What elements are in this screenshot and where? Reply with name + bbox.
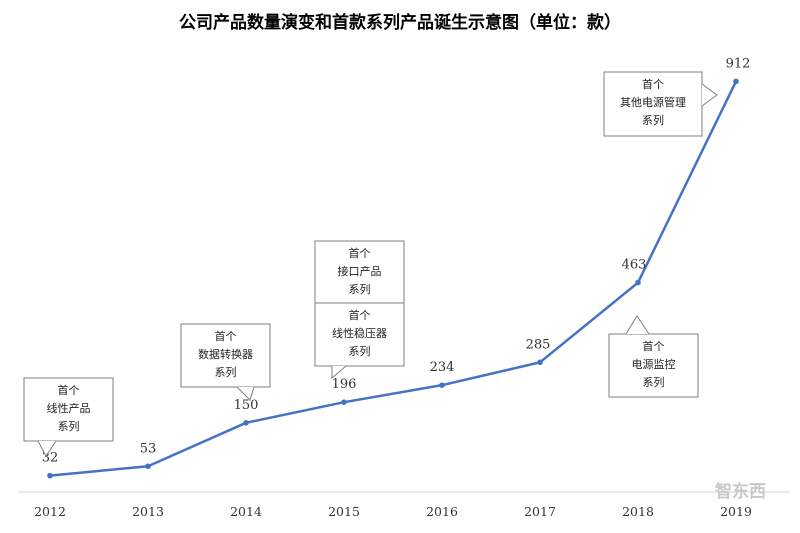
callout-box	[603, 71, 703, 137]
callout-text: 线性稳压器	[332, 326, 387, 340]
callout-pointer	[37, 440, 57, 457]
value-label: 912	[726, 56, 751, 71]
value-label: 463	[622, 258, 647, 273]
callout-text: 首个	[58, 383, 80, 397]
callout-box	[23, 377, 114, 442]
callout-pointer	[625, 315, 650, 335]
value-label: 285	[526, 337, 551, 352]
callout-box	[314, 240, 405, 304]
x-tick-label: 2015	[328, 504, 360, 519]
value-label: 234	[430, 360, 455, 375]
chart-title: 公司产品数量演变和首款系列产品诞生示意图（单位：款）	[179, 13, 621, 33]
callout-text: 系列	[58, 419, 80, 433]
callout-text: 首个	[643, 339, 665, 353]
x-axis-labels: 2012 2013 2014 2015 2016 2017 2018 2019	[34, 504, 752, 519]
data-point	[47, 472, 53, 479]
series-line	[49, 80, 738, 477]
callout-text: 首个	[349, 246, 371, 260]
x-tick-label: 2019	[720, 504, 752, 519]
callout-text: 系列	[643, 375, 665, 389]
callout-pointer	[236, 386, 255, 401]
callout-box	[608, 333, 699, 398]
callout-box	[180, 323, 271, 388]
callout-text: 系列	[642, 113, 664, 127]
callout-pointer	[701, 83, 718, 107]
callout-text: 系列	[215, 365, 237, 379]
data-point	[733, 78, 739, 85]
callout-text: 首个	[642, 77, 664, 91]
callout-text: 系列	[349, 344, 371, 358]
data-point	[145, 463, 151, 470]
data-point	[243, 420, 249, 426]
data-point	[439, 382, 445, 388]
callout-text: 线性产品	[47, 401, 91, 415]
callout-box	[314, 302, 405, 367]
data-point	[537, 359, 543, 366]
value-label: 150	[234, 398, 259, 413]
x-tick-label: 2013	[132, 504, 164, 519]
watermark: 智东西	[715, 481, 766, 502]
data-point	[341, 399, 347, 405]
callout-text: 系列	[349, 282, 371, 296]
x-tick-label: 2016	[426, 504, 458, 519]
x-tick-label: 2017	[524, 504, 556, 519]
callout-text: 数据转换器	[198, 347, 253, 361]
data-points	[47, 78, 739, 479]
value-label: 196	[332, 377, 357, 392]
data-point	[635, 279, 641, 286]
callout-text: 首个	[349, 308, 371, 322]
x-tick-label: 2014	[230, 504, 262, 519]
x-tick-label: 2012	[34, 504, 66, 519]
callout-pointer	[331, 365, 347, 380]
x-tick-label: 2018	[622, 504, 654, 519]
callout-text: 其他电源管理	[620, 95, 686, 109]
callout-text: 接口产品	[338, 264, 382, 278]
value-label: 53	[140, 441, 157, 456]
callout-text: 首个	[215, 329, 237, 343]
callout-text: 电源监控	[632, 357, 676, 371]
